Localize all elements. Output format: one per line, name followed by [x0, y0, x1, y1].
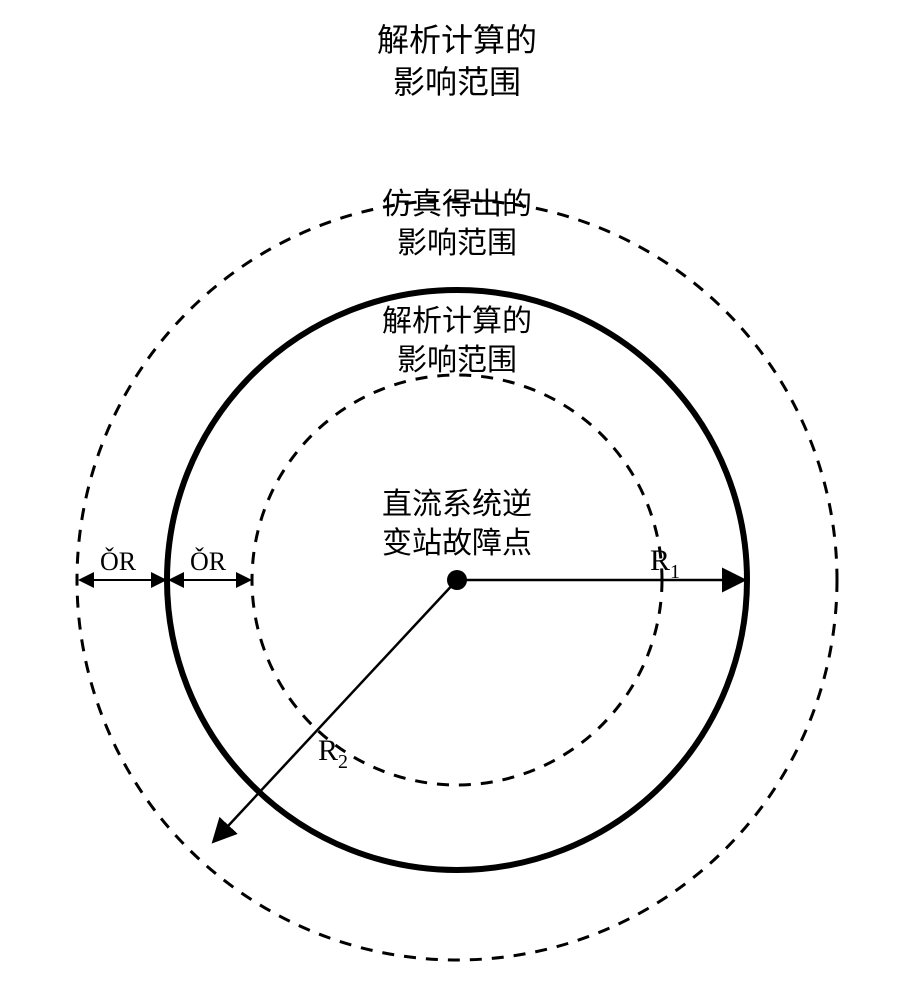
- r2-arrow: [215, 580, 457, 840]
- label-outer-analytic: 解析计算的 影响范围: [377, 20, 537, 103]
- label-center-line2: 变站故障点: [382, 524, 532, 563]
- label-center-fault-point: 直流系统逆 变站故障点: [382, 485, 532, 563]
- label-center-line1: 直流系统逆: [382, 485, 532, 524]
- r1-label: R1: [650, 544, 680, 583]
- label-simulation: 仿真得出的 影响范围: [382, 185, 532, 263]
- label-inner-analytic: 解析计算的 影响范围: [382, 302, 532, 380]
- delta-r-right-label: ǑR: [190, 547, 227, 576]
- label-outer-line2: 影响范围: [377, 62, 537, 104]
- label-sim-line2: 影响范围: [382, 224, 532, 263]
- diagram-container: R1 R2 ǑR ǑR 解析计算的 影响范围 仿真得出的 影响范围 解析计算的 …: [0, 0, 914, 1000]
- label-outer-line1: 解析计算的: [377, 20, 537, 62]
- label-inner-line1: 解析计算的: [382, 302, 532, 341]
- r2-label: R2: [318, 734, 348, 773]
- label-inner-line2: 影响范围: [382, 341, 532, 380]
- delta-r-left-label: ǑR: [100, 547, 137, 576]
- label-sim-line1: 仿真得出的: [382, 185, 532, 224]
